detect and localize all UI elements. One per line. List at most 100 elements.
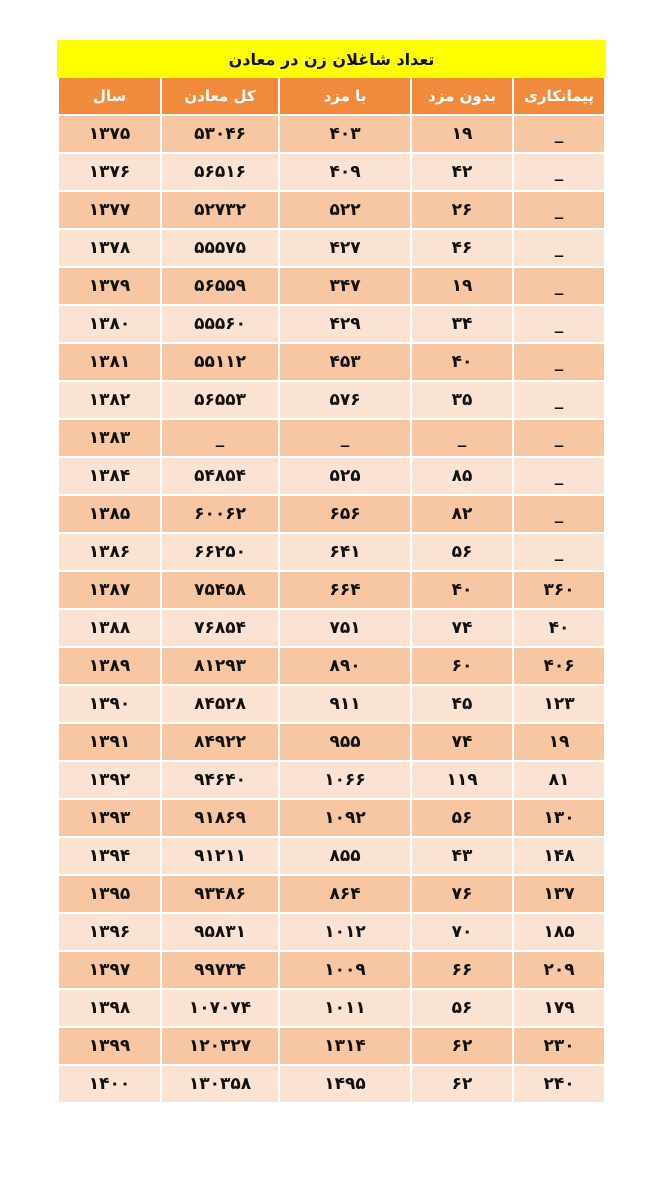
table-cell: ۶۰	[410, 646, 515, 686]
table-cell: ۱۴۹۵	[278, 1064, 413, 1104]
table-cell: ۵۴۸۵۴	[160, 456, 281, 496]
table-row: ۱۳۰ ۵۶ ۱۰۹۲ ۹۱۸۶۹ ۱۳۹۳	[56, 798, 607, 838]
table-cell: ۸۲	[410, 494, 515, 534]
table-cell: ۴۳	[410, 836, 515, 876]
table-row: _ ۴۰ ۴۵۳ ۵۵۱۱۲ ۱۳۸۱	[56, 342, 607, 382]
table-row: _ ۴۲ ۴۰۹ ۵۶۵۱۶ ۱۳۷۶	[56, 152, 607, 192]
table-cell: ۸۱۲۹۳	[160, 646, 281, 686]
table-cell: ۱۹	[410, 114, 515, 154]
table-cell: ۱۷۹	[512, 988, 607, 1028]
table-cell: _	[512, 380, 607, 420]
table-cell: ۴۰	[410, 342, 515, 382]
table-cell: ۵۶	[410, 532, 515, 572]
table-cell: ۳۶۰	[512, 570, 607, 610]
table-cell: _	[512, 152, 607, 192]
data-table: تعداد شاغلان زن در معادن پیمانکاری بدون م…	[56, 40, 607, 1104]
table-cell: ۱۰۷۰۷۴	[160, 988, 281, 1028]
table-cell: _	[512, 418, 607, 458]
table-cell: ۳۴۷	[278, 266, 413, 306]
table-cell: _	[278, 418, 413, 458]
table-cell: ۲۰۹	[512, 950, 607, 990]
table-cell: ۹۹۷۳۴	[160, 950, 281, 990]
table-cell: ۳۴	[410, 304, 515, 344]
table-cell: ۱۳۹۷	[56, 950, 163, 990]
table-row: _ ۸۲ ۶۵۶ ۶۰۰۶۲ ۱۳۸۵	[56, 494, 607, 534]
table-cell: ۱۳۹۳	[56, 798, 163, 838]
table-cell: _	[512, 456, 607, 496]
table-cell: ۹۱۱	[278, 684, 413, 724]
table-cell: _	[512, 190, 607, 230]
header-row: پیمانکاری بدون مزد با مزد کل معادن سال	[56, 76, 607, 116]
table-cell: ۱۳۰	[512, 798, 607, 838]
table-cell: ۵۲۷۳۲	[160, 190, 281, 230]
table-cell: ۸۵	[410, 456, 515, 496]
table-row: _ ۴۶ ۴۲۷ ۵۵۵۷۵ ۱۳۷۸	[56, 228, 607, 268]
table-row: ۴۰ ۷۴ ۷۵۱ ۷۶۸۵۴ ۱۳۸۸	[56, 608, 607, 648]
table-container: تعداد شاغلان زن در معادن پیمانکاری بدون م…	[56, 40, 607, 1104]
table-cell: _	[512, 304, 607, 344]
table-row: ۱۲۳ ۴۵ ۹۱۱ ۸۴۵۲۸ ۱۳۹۰	[56, 684, 607, 724]
table-cell: ۷۴	[410, 722, 515, 762]
table-cell: ۴۵۳	[278, 342, 413, 382]
table-row: ۱۴۸ ۴۳ ۸۵۵ ۹۱۲۱۱ ۱۳۹۴	[56, 836, 607, 876]
table-cell: ۱۹	[512, 722, 607, 762]
table-cell: ۱۳۹۱	[56, 722, 163, 762]
table-cell: ۱۳۹۶	[56, 912, 163, 952]
table-cell: _	[160, 418, 281, 458]
table-cell: ۱۳۷۷	[56, 190, 163, 230]
table-cell: _	[512, 532, 607, 572]
table-cell: ۵۶۵۱۶	[160, 152, 281, 192]
table-row: _ ۸۵ ۵۲۵ ۵۴۸۵۴ ۱۳۸۴	[56, 456, 607, 496]
table-cell: ۱۳۸۲	[56, 380, 163, 420]
table-cell: ۱۳۹۰	[56, 684, 163, 724]
table-row: _ ۳۴ ۴۲۹ ۵۵۵۶۰ ۱۳۸۰	[56, 304, 607, 344]
title-row: تعداد شاغلان زن در معادن	[56, 40, 607, 78]
table-cell: ۱۳۸۳	[56, 418, 163, 458]
table-cell: ۱۹	[410, 266, 515, 306]
table-cell: ۱۳۹۵	[56, 874, 163, 914]
table-cell: ۱۳۸۸	[56, 608, 163, 648]
column-header: بدون مزد	[410, 76, 515, 116]
table-cell: ۷۰	[410, 912, 515, 952]
table-cell: ۲۶	[410, 190, 515, 230]
table-cell: ۵۶۵۵۳	[160, 380, 281, 420]
table-cell: _	[512, 342, 607, 382]
table-cell: ۵۲۵	[278, 456, 413, 496]
table-cell: _	[512, 114, 607, 154]
table-title: تعداد شاغلان زن در معادن	[56, 40, 607, 78]
table-cell: ۱۰۰۹	[278, 950, 413, 990]
table-cell: ۷۴	[410, 608, 515, 648]
table-cell: ۱۳۰۳۵۸	[160, 1064, 281, 1104]
table-cell: ۴۰۹	[278, 152, 413, 192]
table-cell: ۹۱۸۶۹	[160, 798, 281, 838]
table-cell: ۱۳۱۴	[278, 1026, 413, 1066]
table-cell: ۱۱۹	[410, 760, 515, 800]
table-cell: ۵۶	[410, 798, 515, 838]
table-cell: ۹۳۴۸۶	[160, 874, 281, 914]
table-cell: _	[512, 494, 607, 534]
table-row: ۱۷۹ ۵۶ ۱۰۱۱ ۱۰۷۰۷۴ ۱۳۹۸	[56, 988, 607, 1028]
table-cell: ۱۴۰۰	[56, 1064, 163, 1104]
table-row: _ ۵۶ ۶۴۱ ۶۶۲۵۰ ۱۳۸۶	[56, 532, 607, 572]
table-cell: ۳۵	[410, 380, 515, 420]
table-cell: ۵۵۵۷۵	[160, 228, 281, 268]
table-cell: ۴۲	[410, 152, 515, 192]
table-row: ۴۰۶ ۶۰ ۸۹۰ ۸۱۲۹۳ ۱۳۸۹	[56, 646, 607, 686]
table-cell: ۲۳۰	[512, 1026, 607, 1066]
table-row: _ ۳۵ ۵۷۶ ۵۶۵۵۳ ۱۳۸۲	[56, 380, 607, 420]
table-cell: ۱۳۸۴	[56, 456, 163, 496]
table-cell: ۹۵۸۳۱	[160, 912, 281, 952]
table-cell: ۸۵۵	[278, 836, 413, 876]
table-cell: ۷۵۱	[278, 608, 413, 648]
table-row: _ ۱۹ ۴۰۳ ۵۳۰۴۶ ۱۳۷۵	[56, 114, 607, 154]
table-cell: _	[410, 418, 515, 458]
table-cell: ۵۵۵۶۰	[160, 304, 281, 344]
table-cell: ۸۶۴	[278, 874, 413, 914]
table-cell: ۸۱	[512, 760, 607, 800]
column-header: کل معادن	[160, 76, 281, 116]
table-cell: ۴۶	[410, 228, 515, 268]
table-cell: ۱۳۸۶	[56, 532, 163, 572]
table-cell: ۱۳۸۵	[56, 494, 163, 534]
table-cell: ۶۲	[410, 1026, 515, 1066]
